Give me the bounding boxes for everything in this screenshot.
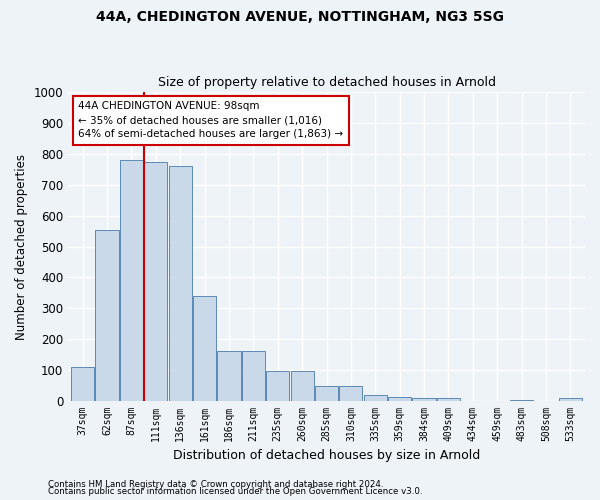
Bar — [364, 396, 387, 401]
Bar — [217, 351, 241, 401]
Text: Contains public sector information licensed under the Open Government Licence v3: Contains public sector information licen… — [48, 488, 422, 496]
Bar — [315, 386, 338, 401]
Bar — [510, 400, 533, 401]
Bar — [169, 166, 192, 401]
Bar — [242, 351, 265, 401]
Bar — [144, 162, 167, 401]
Bar — [266, 371, 289, 401]
Text: 44A CHEDINGTON AVENUE: 98sqm
← 35% of detached houses are smaller (1,016)
64% of: 44A CHEDINGTON AVENUE: 98sqm ← 35% of de… — [79, 102, 344, 140]
Bar — [340, 386, 362, 401]
Bar — [193, 296, 216, 401]
Bar — [290, 371, 314, 401]
Bar — [388, 397, 411, 401]
Bar — [120, 160, 143, 401]
Text: Contains HM Land Registry data © Crown copyright and database right 2024.: Contains HM Land Registry data © Crown c… — [48, 480, 383, 489]
Bar — [437, 398, 460, 401]
Bar — [412, 398, 436, 401]
Bar — [559, 398, 582, 401]
Bar — [71, 367, 94, 401]
Title: Size of property relative to detached houses in Arnold: Size of property relative to detached ho… — [158, 76, 496, 90]
Y-axis label: Number of detached properties: Number of detached properties — [15, 154, 28, 340]
Bar — [95, 230, 119, 401]
Text: 44A, CHEDINGTON AVENUE, NOTTINGHAM, NG3 5SG: 44A, CHEDINGTON AVENUE, NOTTINGHAM, NG3 … — [96, 10, 504, 24]
X-axis label: Distribution of detached houses by size in Arnold: Distribution of detached houses by size … — [173, 450, 480, 462]
